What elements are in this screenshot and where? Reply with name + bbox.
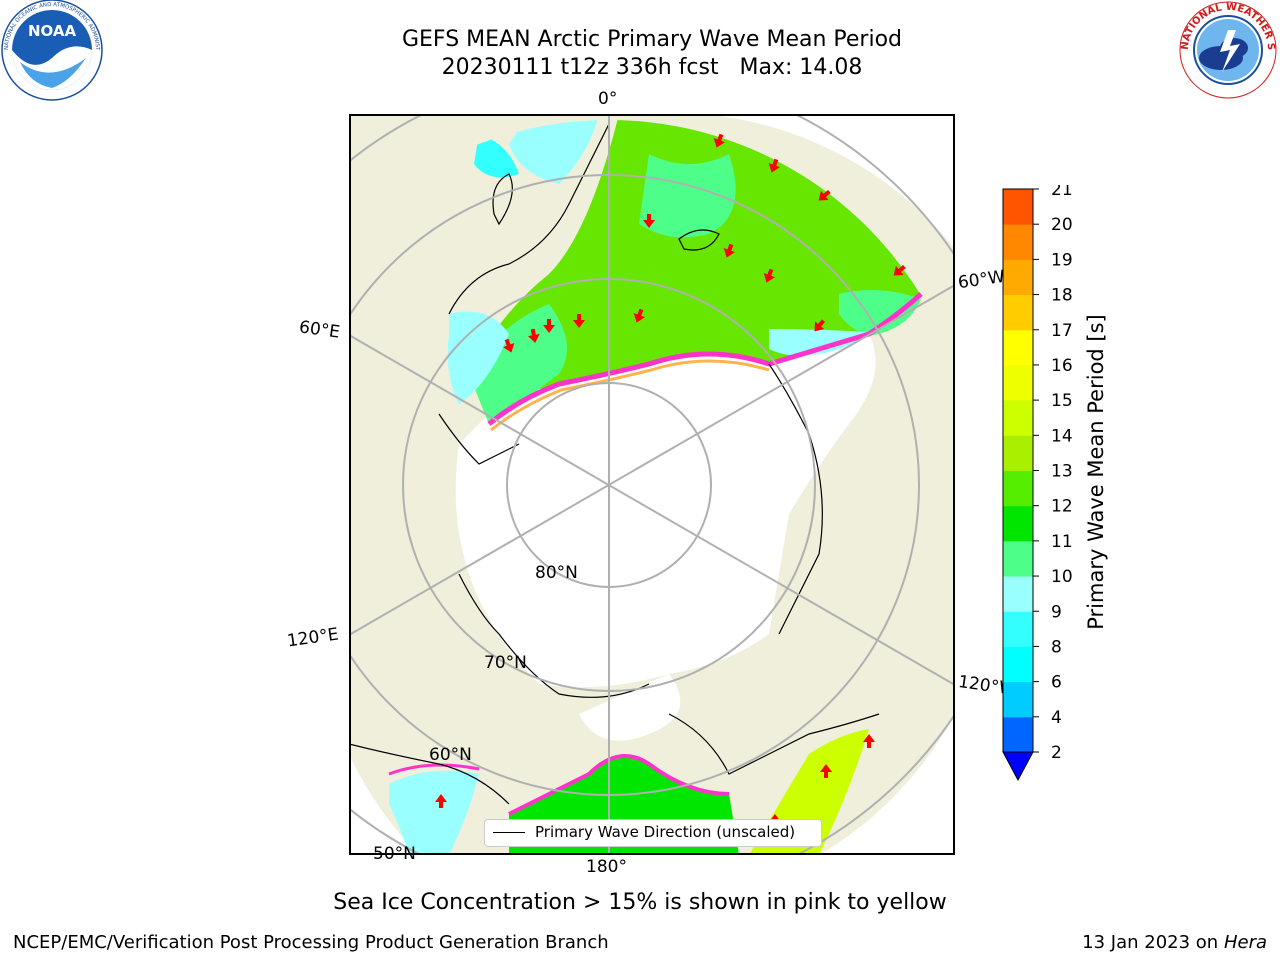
footer-date-text: 13 Jan 2023 on: [1082, 932, 1224, 953]
colorbar-segment: [1003, 646, 1033, 683]
legend-label: Primary Wave Direction (unscaled): [535, 823, 796, 841]
lat-label-80n: 80°N: [535, 563, 578, 583]
colorbar-tick-label: 9: [1051, 602, 1062, 622]
colorbar-tick-label: 18: [1051, 286, 1073, 306]
lat-label-60n: 60°N: [429, 745, 472, 765]
colorbar-tick-label: 21: [1051, 185, 1073, 200]
colorbar-tick-label: 15: [1051, 391, 1073, 411]
footer-credit: NCEP/EMC/Verification Post Processing Pr…: [13, 932, 609, 953]
colorbar-segment: [1003, 259, 1033, 296]
colorbar-segment: [1003, 505, 1033, 542]
colorbar-tick-label: 4: [1051, 708, 1062, 728]
sea-ice-caption: Sea Ice Concentration > 15% is shown in …: [333, 890, 947, 915]
colorbar-segment: [1003, 364, 1033, 401]
coastlines: [349, 123, 880, 805]
colorbar-segment: [1003, 540, 1033, 577]
colorbar-segment: [1003, 435, 1033, 471]
lat-label-50n: 50°N: [373, 844, 416, 864]
chart-title: GEFS MEAN Arctic Primary Wave Mean Perio…: [401, 27, 902, 52]
colorbar-segment: [1003, 224, 1033, 260]
colorbar-tick-label: 11: [1051, 532, 1073, 552]
colorbar-tick-label: 6: [1051, 673, 1062, 693]
colorbar-tick-label: 12: [1051, 497, 1073, 517]
colorbar-segment: [1003, 400, 1033, 436]
legend-line-swatch: [493, 832, 525, 833]
colorbar-tick-label: 16: [1051, 356, 1073, 376]
colorbar: 2 4 6 8 9 10 11 12 13 14 15 16 17 18 19 20 21: [1002, 185, 1073, 782]
map-frame: [349, 114, 955, 855]
colorbar-segment: [1003, 681, 1033, 718]
colorbar-segment: [1003, 294, 1033, 331]
colorbar-tick-label: 10: [1051, 567, 1073, 587]
colorbar-label: Primary Wave Mean Period [s]: [1084, 314, 1108, 630]
lat-label-70n: 70°N: [484, 653, 527, 673]
lon-label-60e: 60°E: [297, 317, 342, 343]
colorbar-tick-label: 8: [1051, 637, 1062, 657]
lon-label-180: 180°: [586, 857, 627, 877]
colorbar-tick-label: 19: [1051, 250, 1073, 270]
colorbar-tick-label: 17: [1051, 321, 1073, 341]
colorbar-segment: [1003, 576, 1033, 612]
colorbar-tick-label: 14: [1051, 426, 1073, 446]
noaa-logo-text: NOAA: [28, 22, 77, 40]
footer-machine: Hera: [1223, 932, 1267, 953]
map-legend: Primary Wave Direction (unscaled): [484, 819, 822, 847]
colorbar-tick-label: 20: [1051, 215, 1073, 235]
colorbar-tick-label: 13: [1051, 462, 1073, 482]
colorbar-segment: [1003, 189, 1033, 225]
footer-date: 13 Jan 2023 on Hera: [1082, 932, 1267, 953]
lon-label-60w: 60°W: [956, 266, 1007, 294]
colorbar-tick-label: 2: [1051, 743, 1062, 763]
chart-subtitle: 20230111 t12z 336h fcst Max: 14.08: [441, 55, 863, 80]
graticule: [349, 114, 955, 855]
arctic-ice-region: [455, 334, 876, 688]
colorbar-segment: [1003, 329, 1033, 366]
colorbar-segment: [1003, 716, 1033, 753]
noaa-logo: NOAA NATIONAL OCEANIC AND ATMOSPHERIC AD…: [0, 0, 103, 101]
colorbar-segment: [1003, 611, 1033, 647]
lon-label-120e: 120°E: [285, 624, 340, 652]
colorbar-segment: [1003, 470, 1033, 507]
colorbar-extend: [1002, 751, 1034, 782]
nws-logo: NATIONAL WEATHER SERVICE: [1176, 0, 1277, 99]
lon-label-0: 0°: [598, 89, 618, 109]
polar-map: [349, 114, 955, 855]
